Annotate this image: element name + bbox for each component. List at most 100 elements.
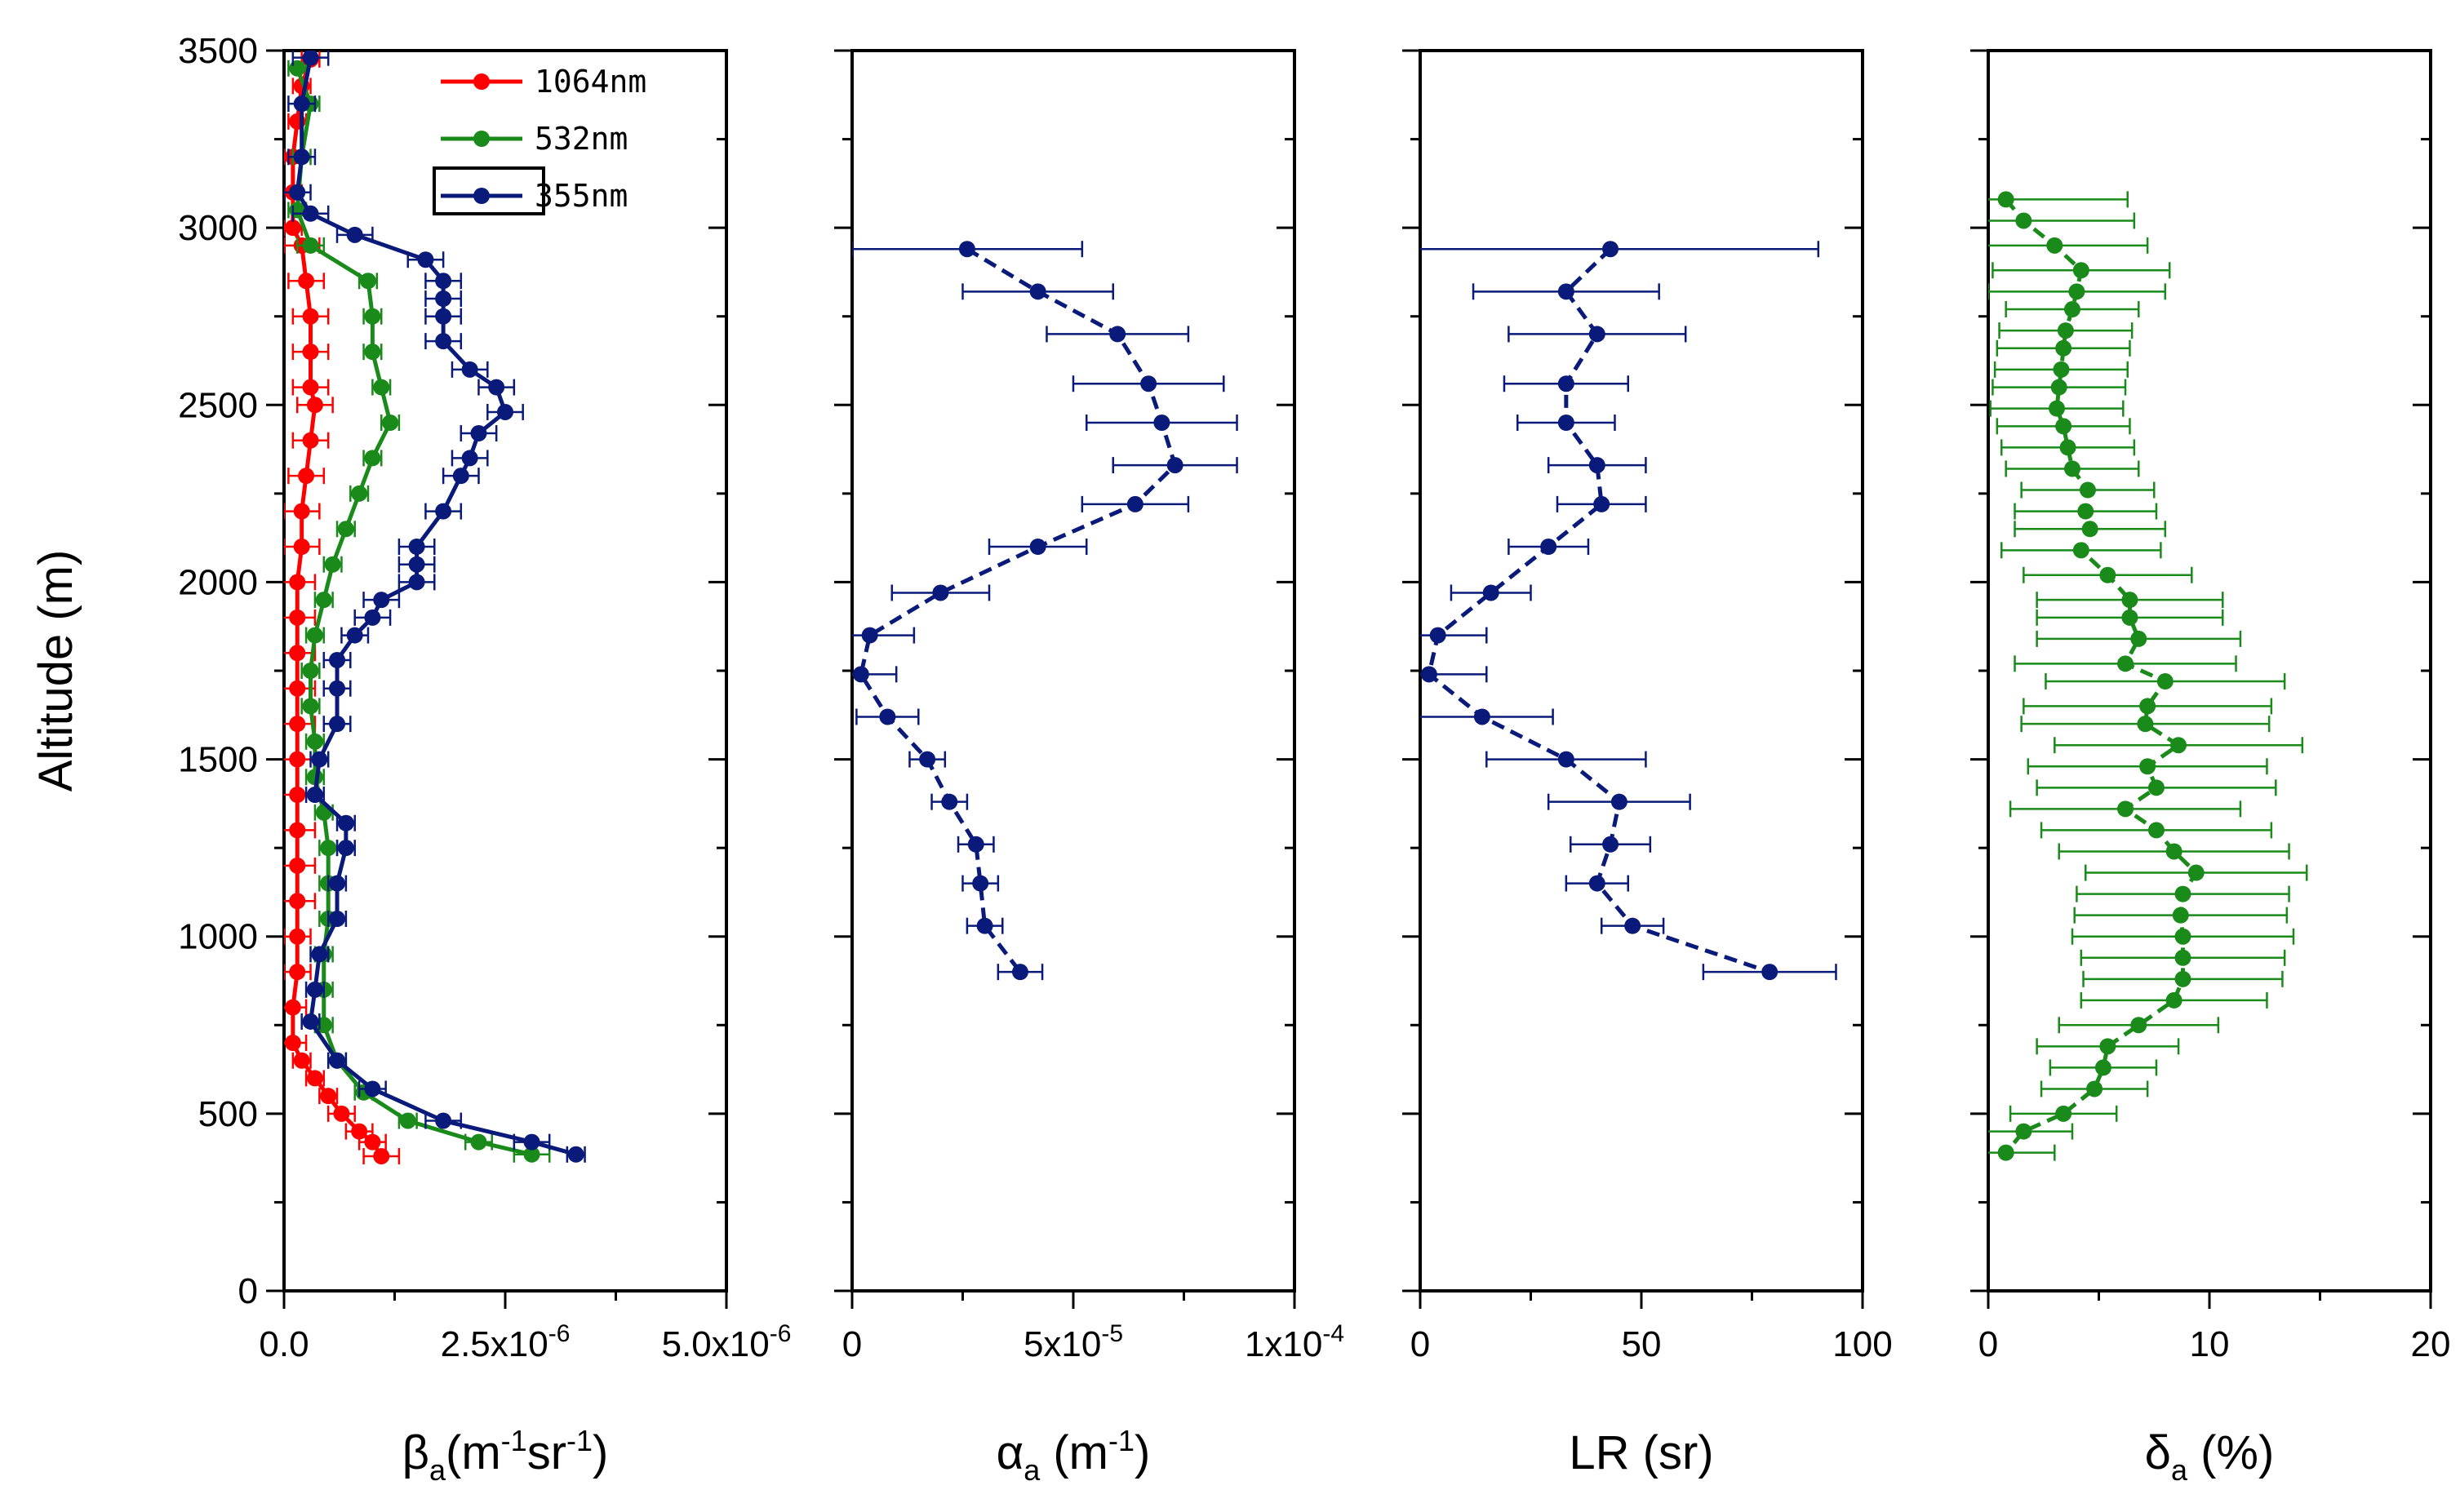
data-point bbox=[2063, 460, 2080, 477]
data-point bbox=[452, 468, 469, 485]
x-tick-label: 0 bbox=[1410, 1324, 1430, 1364]
legend-marker bbox=[473, 188, 490, 204]
plot-frame bbox=[1987, 49, 2432, 1293]
data-point bbox=[329, 716, 346, 733]
data-point bbox=[289, 609, 306, 626]
data-point bbox=[2130, 630, 2147, 647]
data-point bbox=[852, 666, 869, 683]
data-point bbox=[435, 1112, 452, 1129]
x-tick-label: 1x10-4 bbox=[1245, 1320, 1344, 1364]
data-point bbox=[284, 1035, 301, 1051]
data-point bbox=[2055, 1105, 2072, 1122]
data-point bbox=[497, 403, 513, 420]
data-point bbox=[435, 273, 452, 290]
x-tick-label: 0.0 bbox=[259, 1324, 309, 1364]
y-tick-label: 0 bbox=[238, 1271, 258, 1311]
x-tick-label: 0 bbox=[1978, 1324, 1998, 1364]
data-point bbox=[289, 680, 306, 697]
data-point bbox=[284, 999, 301, 1016]
data-point bbox=[302, 1013, 319, 1030]
data-point bbox=[306, 733, 323, 750]
data-point bbox=[351, 485, 368, 502]
data-point bbox=[879, 708, 896, 725]
data-point bbox=[2139, 758, 2156, 775]
data-point bbox=[324, 556, 341, 573]
data-point bbox=[1420, 666, 1437, 683]
data-point bbox=[488, 379, 505, 396]
data-point bbox=[306, 981, 323, 998]
x-tick-label: 5.0x10-6 bbox=[662, 1320, 792, 1364]
data-point bbox=[333, 1105, 350, 1122]
data-point bbox=[1602, 241, 1619, 258]
data-point bbox=[2063, 301, 2080, 318]
data-point bbox=[1429, 627, 1446, 644]
data-point bbox=[329, 651, 346, 668]
data-point bbox=[293, 1052, 310, 1069]
data-point bbox=[329, 875, 346, 892]
data-point bbox=[2046, 237, 2063, 254]
data-point bbox=[976, 917, 993, 934]
data-point bbox=[2156, 673, 2174, 690]
data-point bbox=[461, 361, 478, 378]
data-point bbox=[2130, 1017, 2147, 1034]
data-point bbox=[972, 875, 989, 892]
series-532nm bbox=[287, 60, 551, 1163]
data-point bbox=[293, 95, 310, 113]
data-point bbox=[289, 857, 306, 874]
series-line bbox=[2004, 197, 2199, 1155]
data-point bbox=[302, 663, 319, 679]
data-point bbox=[408, 574, 425, 591]
data-point bbox=[2053, 361, 2070, 378]
data-point bbox=[373, 592, 390, 609]
data-point bbox=[2165, 843, 2182, 860]
x-tick-label: 2.5x10-6 bbox=[441, 1320, 571, 1364]
data-point bbox=[320, 840, 337, 857]
x-tick-label: 100 bbox=[1832, 1324, 1892, 1364]
data-point bbox=[346, 627, 363, 644]
data-point bbox=[2172, 907, 2189, 924]
data-point bbox=[373, 1147, 390, 1164]
data-point bbox=[289, 964, 306, 981]
x-tick-label: 50 bbox=[1622, 1324, 1662, 1364]
data-point bbox=[351, 1123, 368, 1140]
data-point bbox=[359, 273, 376, 290]
y-tick-label: 500 bbox=[198, 1094, 258, 1134]
x-axis-title: LR (sr) bbox=[1569, 1426, 1713, 1479]
data-point bbox=[364, 1133, 381, 1151]
data-point bbox=[1588, 457, 1605, 474]
y-axis-title: Altitude (m) bbox=[29, 550, 82, 792]
data-point bbox=[364, 344, 381, 361]
legend-label: 1064nm bbox=[535, 64, 646, 100]
data-point bbox=[364, 308, 381, 325]
data-point bbox=[435, 503, 452, 520]
panel-extinction: 0 5x10-5 1x10-4 αa (m-1) bbox=[834, 49, 1344, 1487]
data-point bbox=[2077, 503, 2094, 520]
data-point bbox=[298, 468, 315, 485]
x-tick-label: 10 bbox=[2190, 1324, 2230, 1364]
data-point bbox=[2072, 542, 2089, 559]
data-point bbox=[2015, 212, 2032, 229]
data-point bbox=[289, 928, 306, 945]
data-point bbox=[1482, 584, 1499, 601]
data-point bbox=[364, 1080, 381, 1097]
data-point bbox=[2072, 262, 2089, 279]
y-tick-label: 1000 bbox=[178, 917, 258, 957]
series-δa bbox=[1988, 191, 2308, 1161]
y-tick-label: 3500 bbox=[178, 31, 258, 71]
data-point bbox=[2099, 566, 2116, 583]
data-point bbox=[435, 308, 452, 325]
data-point bbox=[2170, 737, 2187, 754]
data-point bbox=[364, 450, 381, 467]
data-point bbox=[2068, 283, 2085, 300]
data-point bbox=[2121, 609, 2138, 626]
data-point bbox=[2174, 885, 2191, 902]
data-point bbox=[399, 1112, 416, 1129]
data-point bbox=[337, 840, 354, 857]
data-point bbox=[1029, 283, 1046, 300]
data-point bbox=[1624, 917, 1641, 934]
data-point bbox=[289, 716, 306, 733]
data-point bbox=[2059, 439, 2076, 456]
data-point bbox=[1557, 283, 1574, 300]
data-point bbox=[2057, 322, 2074, 339]
